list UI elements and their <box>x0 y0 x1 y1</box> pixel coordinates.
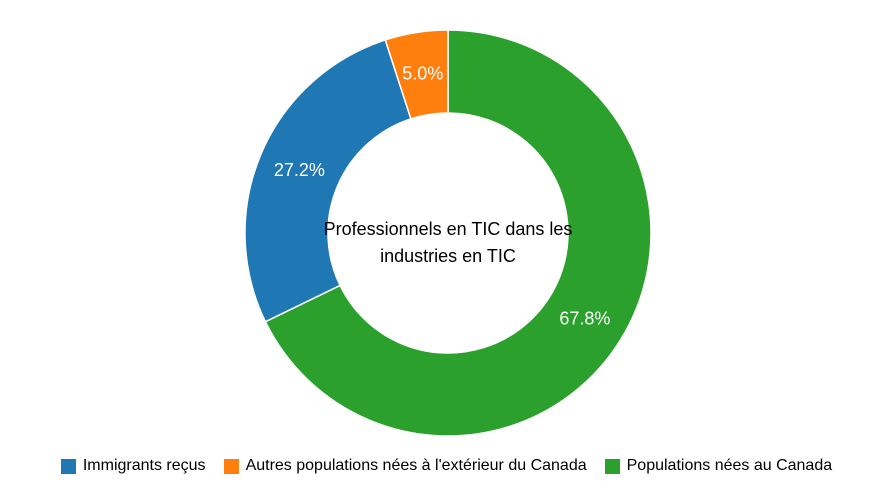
slice-label-immigrants: 27.2% <box>274 160 325 180</box>
legend-swatch-autres <box>223 458 239 474</box>
slice-label-canada: 67.8% <box>559 309 610 329</box>
legend-label-autres: Autres populations nées à l'extérieur du… <box>245 457 587 474</box>
legend-label-immigrants: Immigrants reçus <box>82 457 206 474</box>
legend-label-canada: Populations nées au Canada <box>626 457 833 474</box>
legend-swatch-canada <box>604 458 620 474</box>
legend-item-immigrants[interactable]: Immigrants reçus <box>60 457 206 475</box>
center-title: Professionnels en TIC dans les industrie… <box>323 219 573 266</box>
slice-autres[interactable] <box>384 29 449 120</box>
slice-canada[interactable] <box>264 29 652 437</box>
slice-label-autres: 5.0% <box>402 63 443 83</box>
slice-immigrants[interactable] <box>244 38 412 323</box>
legend-swatch-immigrants <box>60 458 76 474</box>
legend-item-canada[interactable]: Populations nées au Canada <box>604 457 833 475</box>
legend-item-autres[interactable]: Autres populations nées à l'extérieur du… <box>223 457 587 475</box>
legend: Immigrants reçus Autres populations nées… <box>0 457 893 475</box>
